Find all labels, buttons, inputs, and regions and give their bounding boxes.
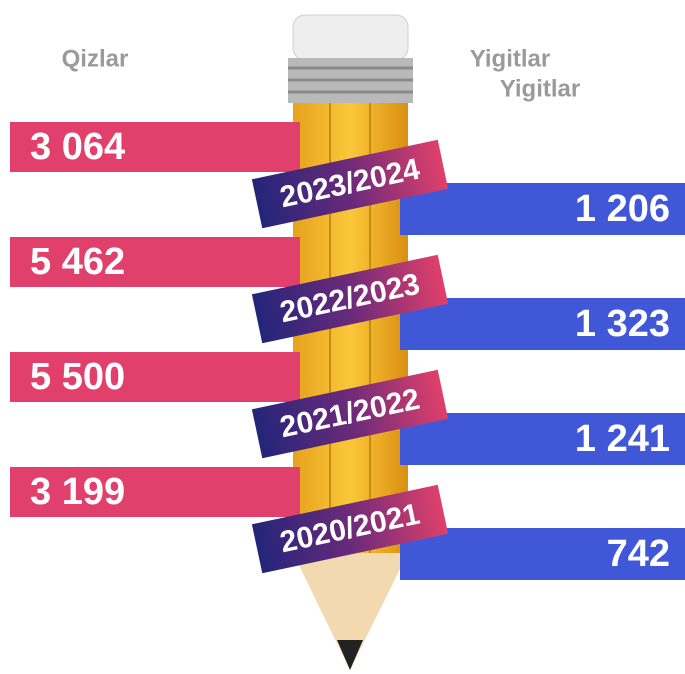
right-label: Yigitlar [500,75,580,102]
boys-value: 742 [607,533,670,575]
boys-value: 1 323 [575,303,670,345]
girls-value: 3 064 [30,126,125,168]
infographic: 3 0641 2062023/20245 4621 3232022/20235 … [0,0,685,674]
left-label: Qizlar [62,45,129,72]
girls-value: 3 199 [30,471,125,513]
boys-value: 1 206 [575,188,670,230]
boys-value: 1 241 [575,418,670,460]
right-label: Yigitlar [470,45,550,72]
girls-value: 5 462 [30,241,125,283]
pencil [288,15,413,670]
girls-value: 5 500 [30,356,125,398]
